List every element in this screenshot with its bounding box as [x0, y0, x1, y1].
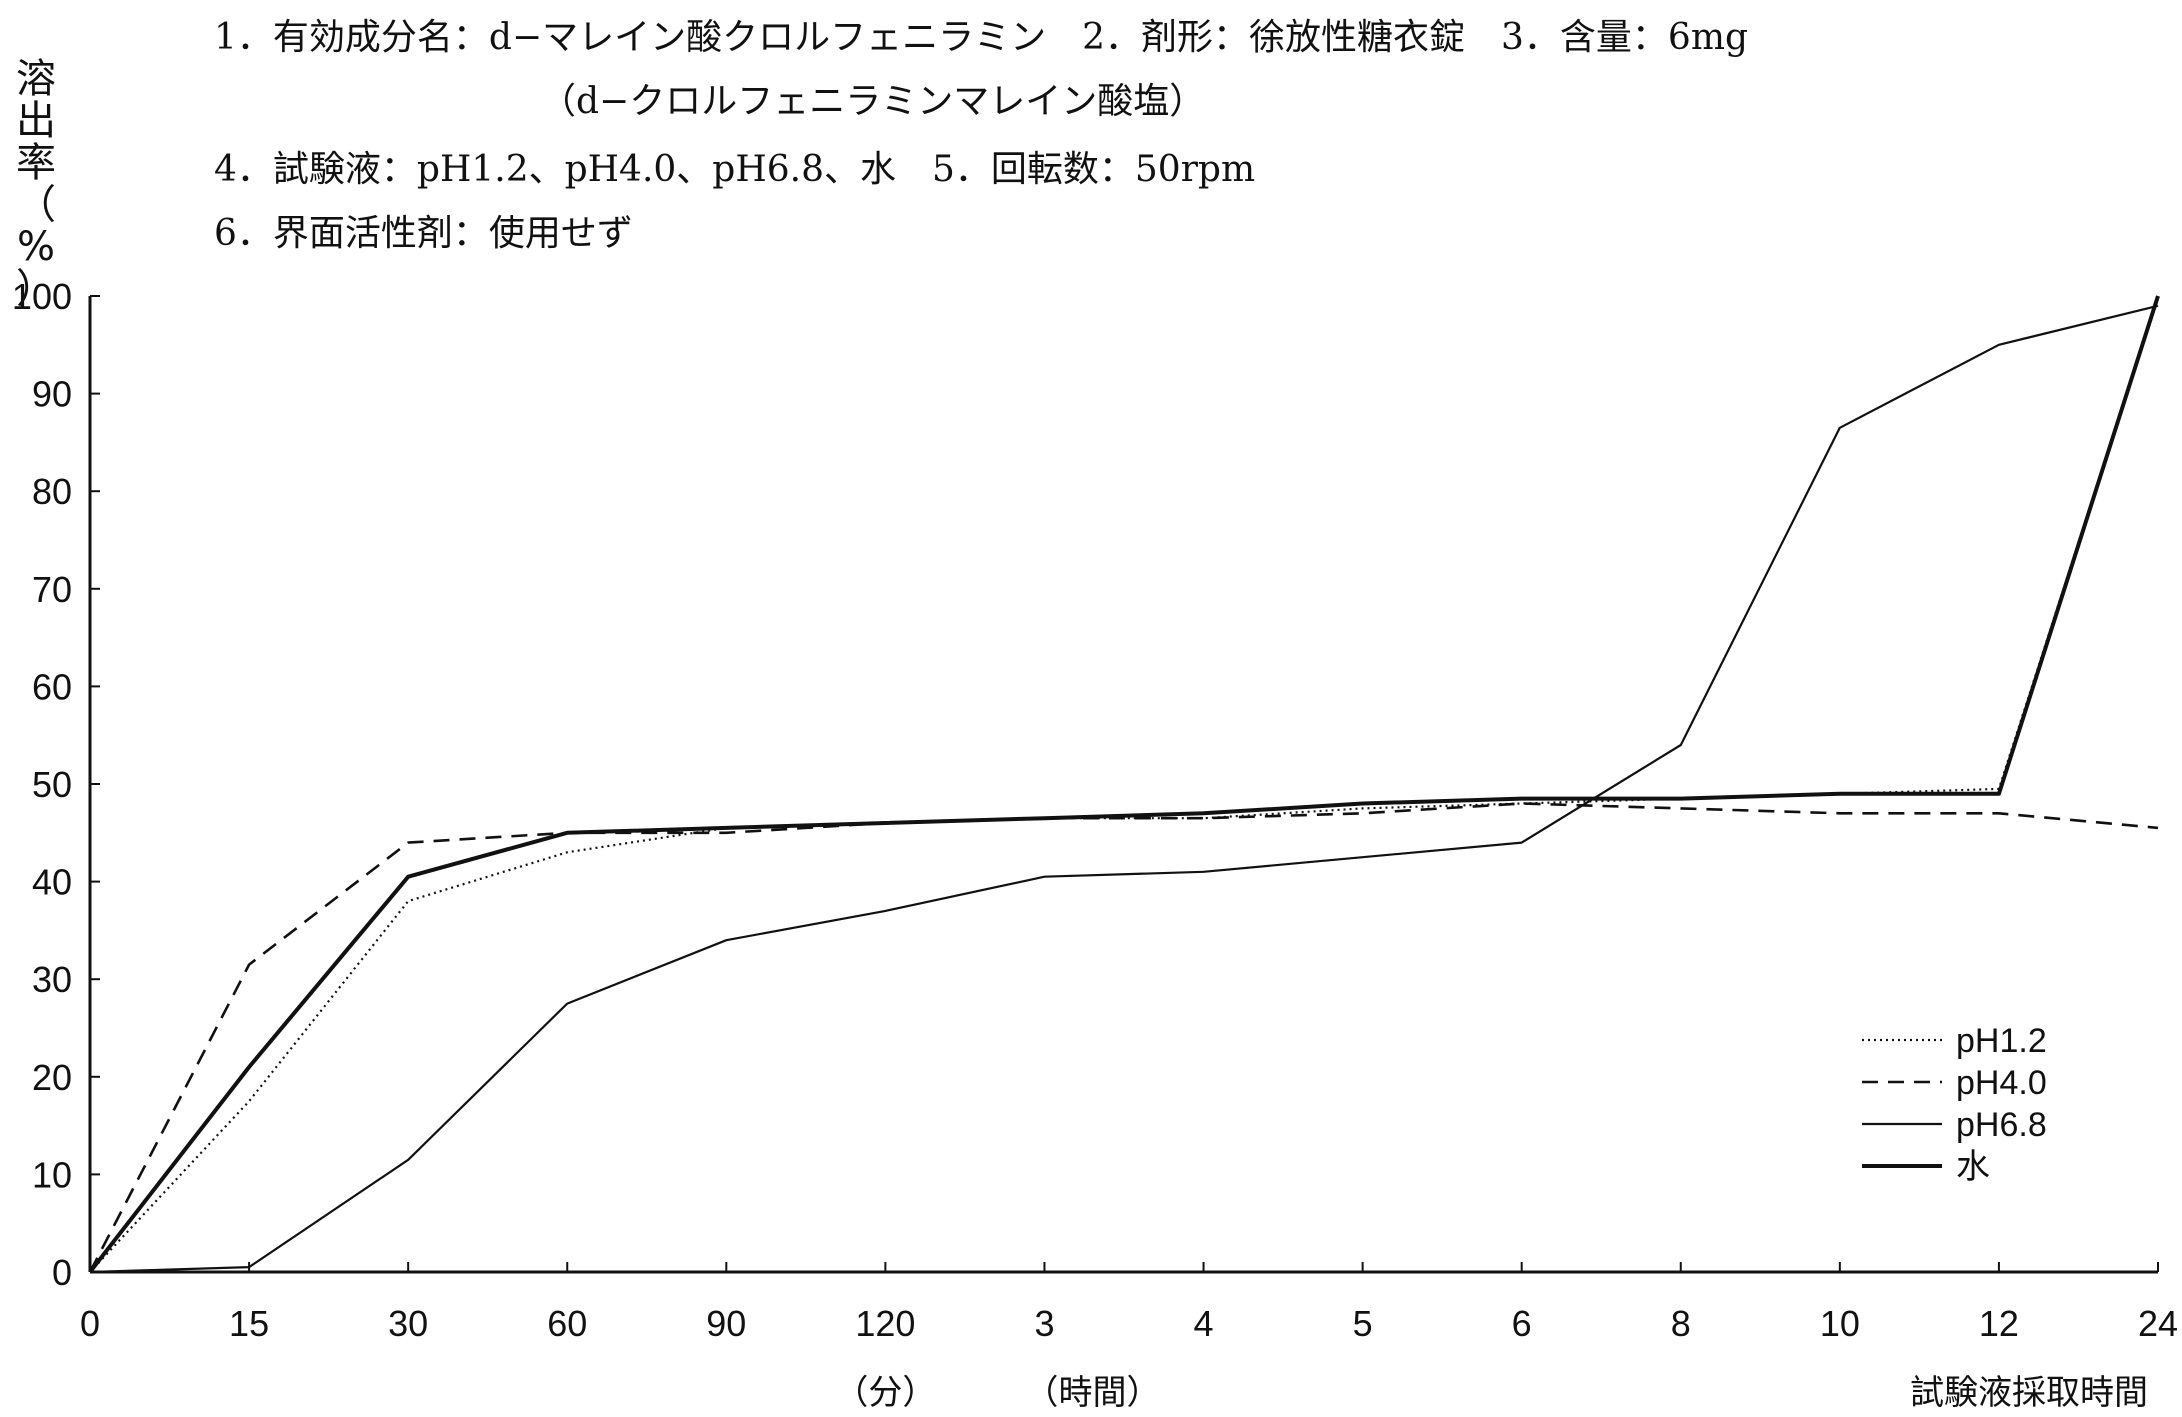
header-line-4: 6．界面活性剤：使用せず [214, 213, 633, 254]
x-tick-label: 0 [80, 1303, 100, 1344]
legend-label: pH4.0 [1956, 1064, 2047, 1102]
y-tick-label: 60 [32, 666, 72, 707]
y-tick-label: 10 [32, 1154, 72, 1195]
x-tick-label: 3 [1034, 1303, 1054, 1344]
x-tick-label: 12 [1979, 1303, 2019, 1344]
x-unit-hours: （時間） [1024, 1373, 1160, 1413]
x-tick-label: 24 [2138, 1303, 2178, 1344]
y-tick-label: 20 [32, 1057, 72, 1098]
x-tick-label: 90 [706, 1303, 746, 1344]
legend-label: 水 [1956, 1148, 1990, 1186]
y-tick-label: 50 [32, 764, 72, 805]
series-line-3 [88, 295, 2160, 1274]
series-line-2 [89, 304, 2159, 1274]
y-axis-label: 溶出率（%） [16, 56, 56, 312]
x-tick-label: 5 [1353, 1303, 1373, 1344]
y-tick-label: 40 [32, 862, 72, 903]
series-line-0 [89, 295, 2160, 1273]
chart-lines [88, 295, 2160, 1274]
x-tick-label: 6 [1512, 1303, 1532, 1344]
legend-label: pH6.8 [1956, 1106, 2047, 1144]
header-line-1: 1．有効成分名：d−マレイン酸クロルフェニラミン 2．剤形：徐放性糖衣錠 3．含… [214, 17, 1749, 58]
x-tick-label: 8 [1671, 1303, 1691, 1344]
x-axis-title: 試験液採取時間 [1910, 1373, 2148, 1413]
x-tick-label: 10 [1820, 1303, 1860, 1344]
chart-ticks: 0 10 20 30 40 50 60 70 80 90 100 0 15 30 60 90 120 3 4 5 6 8 1… [12, 276, 2178, 1344]
header-line-3: 4．試験液：pH1.2、pH4.0、pH6.8、水 5．回転数：50rpm [214, 149, 1256, 190]
x-tick-label: 4 [1194, 1303, 1214, 1344]
y-tick-label: 70 [32, 569, 72, 610]
chart-axes [88, 296, 2158, 1274]
y-tick-label: 100 [12, 276, 72, 317]
legend-label: pH1.2 [1956, 1022, 2047, 1060]
x-tick-label: 120 [855, 1303, 915, 1344]
x-unit-minutes: （分） [834, 1373, 936, 1413]
series-line-1 [88, 802, 2159, 1273]
chart-legend: pH1.2 pH4.0 pH6.8 水 [1862, 1022, 2047, 1186]
x-tick-label: 30 [388, 1303, 428, 1344]
y-tick-label: 30 [32, 959, 72, 1000]
x-tick-label: 15 [229, 1303, 269, 1344]
y-tick-label: 80 [32, 471, 72, 512]
y-tick-label: 90 [32, 374, 72, 415]
x-tick-label: 60 [547, 1303, 587, 1344]
header-line-2: （d−クロルフェニラミンマレイン酸塩） [540, 81, 1206, 122]
y-tick-label: 0 [52, 1252, 72, 1293]
